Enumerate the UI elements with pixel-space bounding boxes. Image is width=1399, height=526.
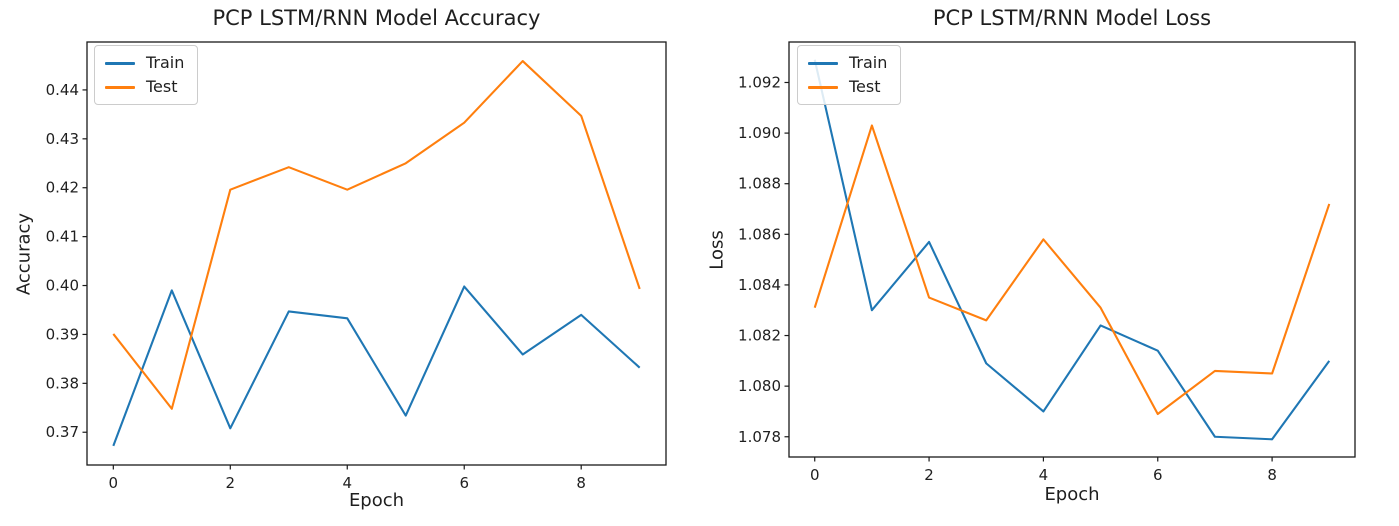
chart-title: PCP LSTM/RNN Model Loss xyxy=(932,6,1212,30)
legend: Train Test xyxy=(797,45,902,105)
train-line xyxy=(813,59,1331,441)
x-tick-label: 6 xyxy=(459,474,469,492)
y-tick-label: 1.090 xyxy=(738,124,781,142)
y-tick-label: 0.44 xyxy=(46,81,79,99)
legend-entry-test: Test xyxy=(105,79,184,95)
y-tick-label: 1.092 xyxy=(738,73,781,91)
legend-label-train: Train xyxy=(146,53,185,72)
accuracy-chart: 0 2 4 6 8 0.37 0.38 0.39 0.40 0.41 0.42 0.43 0.44 PC… xyxy=(13,6,667,511)
x-axis-label: Epoch xyxy=(1044,484,1100,505)
test-line xyxy=(813,124,1331,416)
y-tick-label: 1.088 xyxy=(738,175,781,193)
x-tick-label: 2 xyxy=(924,466,934,484)
x-tick-label: 8 xyxy=(1267,466,1277,484)
y-tick-label: 0.38 xyxy=(46,374,79,392)
train-line xyxy=(112,285,641,447)
test-line-swatch xyxy=(808,85,838,89)
x-tick-label: 4 xyxy=(1039,466,1049,484)
loss-chart: 0 2 4 6 8 1.078 1.080 1.082 1.084 1.086 1.088 1.090… xyxy=(700,0,1399,526)
x-tick-label: 0 xyxy=(810,466,820,484)
legend-entry-train: Train xyxy=(105,55,184,71)
x-tick-label: 2 xyxy=(226,474,236,492)
loss-plot-area: 0 2 4 6 8 1.078 1.080 1.082 1.084 1.086 1.088 1.090… xyxy=(738,41,1356,484)
axes-frame xyxy=(86,41,667,466)
y-tick-label: 1.080 xyxy=(738,377,781,395)
test-line xyxy=(112,60,641,410)
y-tick-label: 0.39 xyxy=(46,325,79,343)
legend: Train Test xyxy=(94,45,199,105)
x-axis-label: Epoch xyxy=(348,490,405,511)
x-tick-label: 4 xyxy=(342,474,352,492)
legend-label-test: Test xyxy=(849,77,881,96)
legend-entry-test: Test xyxy=(808,79,887,95)
x-tick-label: 6 xyxy=(1153,466,1163,484)
y-tick-label: 1.086 xyxy=(738,225,781,243)
x-tick-label: 8 xyxy=(576,474,586,492)
train-line-swatch xyxy=(105,61,135,65)
y-tick-label: 0.41 xyxy=(46,228,79,246)
chart-title: PCP LSTM/RNN Model Accuracy xyxy=(212,6,541,30)
y-tick-label: 1.082 xyxy=(738,327,781,345)
y-axis-label: Accuracy xyxy=(13,212,35,295)
legend-entry-train: Train xyxy=(808,55,887,71)
train-line-swatch xyxy=(808,61,838,65)
y-axis-label: Loss xyxy=(706,229,728,270)
accuracy-plot-area: 0 2 4 6 8 0.37 0.38 0.39 0.40 0.41 0.42 0.43 0.44 xyxy=(46,41,667,492)
y-tick-label: 0.43 xyxy=(46,130,79,148)
test-line-swatch xyxy=(105,85,135,89)
y-tick-label: 0.42 xyxy=(46,179,79,197)
y-tick-label: 0.37 xyxy=(46,423,79,441)
y-tick-label: 1.084 xyxy=(738,276,781,294)
axes-frame xyxy=(788,41,1356,458)
y-tick-label: 1.078 xyxy=(738,428,781,446)
y-tick-label: 0.40 xyxy=(46,277,79,295)
legend-label-test: Test xyxy=(146,77,178,96)
x-tick-label: 0 xyxy=(109,474,119,492)
legend-label-train: Train xyxy=(849,53,888,72)
